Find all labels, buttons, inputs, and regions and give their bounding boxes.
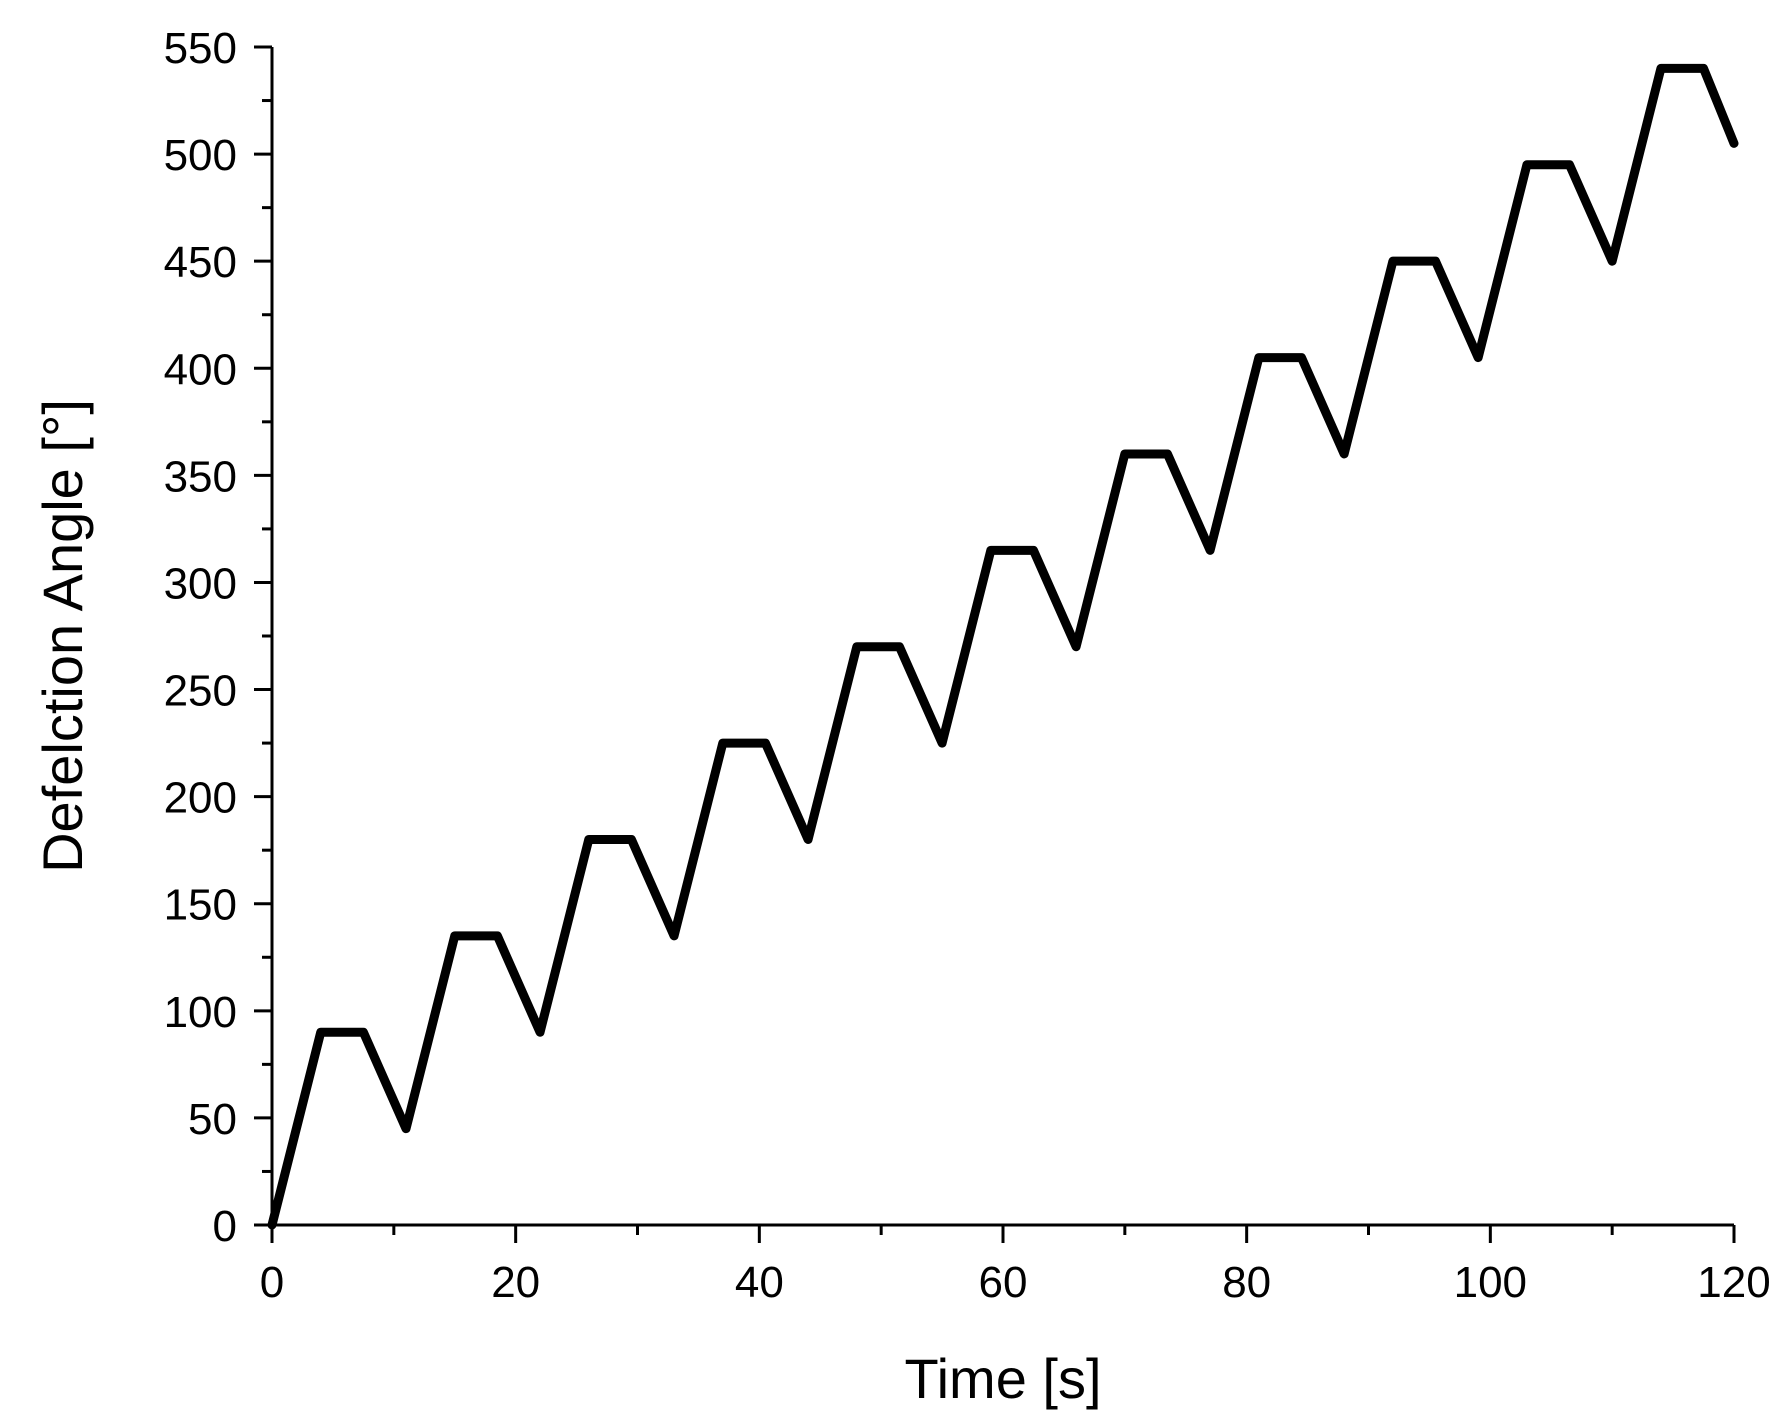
series-line	[267, 63, 1739, 1230]
y-tick-label: 150	[164, 881, 237, 930]
y-tick-label: 300	[164, 559, 237, 608]
y-axis-title: Defelction Angle [°]	[31, 399, 94, 873]
x-axis-ticks: 0 20 40 60 80 100 120	[260, 1225, 1771, 1307]
y-tick-label: 0	[213, 1202, 237, 1251]
y-tick-label: 350	[164, 452, 237, 501]
y-tick-label: 500	[164, 131, 237, 180]
x-tick-label: 20	[491, 1258, 540, 1307]
x-tick-label: 40	[735, 1258, 784, 1307]
x-tick-label: 80	[1222, 1258, 1271, 1307]
x-axis-title: Time [s]	[904, 1347, 1101, 1410]
x-tick-label: 60	[979, 1258, 1028, 1307]
y-tick-label: 50	[188, 1095, 237, 1144]
x-tick-label: 0	[260, 1258, 284, 1307]
x-tick-label: 120	[1697, 1258, 1770, 1307]
y-tick-label: 250	[164, 667, 237, 716]
x-tick-label: 100	[1454, 1258, 1527, 1307]
y-tick-label: 450	[164, 238, 237, 287]
y-tick-label: 100	[164, 988, 237, 1037]
y-axis-ticks: 0 50 100 150 200 250 300 350 400 450 500 550	[164, 24, 272, 1251]
y-tick-label: 200	[164, 774, 237, 823]
y-tick-label: 550	[164, 24, 237, 73]
y-tick-label: 400	[164, 345, 237, 394]
